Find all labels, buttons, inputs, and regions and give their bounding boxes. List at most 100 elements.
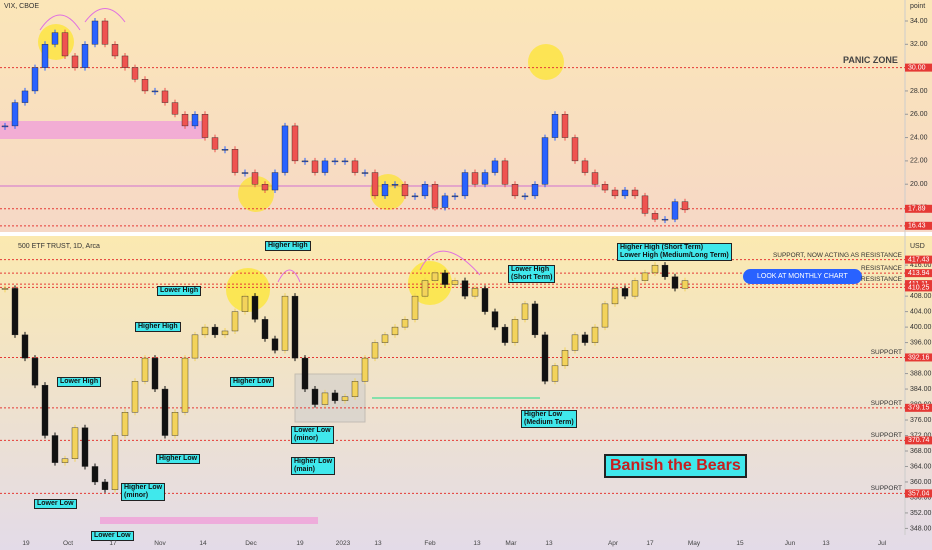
candle: [241, 295, 249, 312]
zone: [0, 121, 205, 139]
candle: [171, 102, 179, 115]
x-tick-label: 13: [822, 540, 830, 547]
level-label: 413.94: [908, 270, 930, 277]
level-box: [905, 255, 932, 264]
candle: [391, 326, 399, 336]
candle: [651, 213, 659, 220]
candle: [391, 184, 399, 186]
candle: [581, 160, 589, 173]
annotation: Higher Low: [156, 454, 201, 464]
candle: [561, 350, 569, 367]
level-label: 17.89: [908, 206, 926, 213]
x-tick-label: 19: [296, 540, 304, 547]
level-name: RESISTANCE: [860, 265, 902, 273]
annotation: Lower Low: [34, 499, 77, 509]
level-label: 410.25: [908, 284, 930, 291]
candle: [131, 381, 139, 413]
level-name: SUPPORT: [870, 349, 902, 357]
candle: [511, 319, 519, 343]
level-box: [905, 353, 932, 362]
candle: [671, 276, 679, 289]
candle: [531, 184, 539, 197]
y-tick-label: 384.00: [910, 386, 932, 393]
candle: [251, 172, 259, 185]
candle: [191, 114, 199, 127]
annotation: Higher High: [265, 241, 311, 251]
y-tick-label: 364.00: [910, 463, 932, 470]
x-tick-label: 13: [374, 540, 382, 547]
candle: [491, 311, 499, 328]
x-tick-label: 14: [199, 540, 207, 547]
candle: [221, 330, 229, 336]
candle: [661, 218, 669, 221]
candle: [261, 319, 269, 339]
candle: [141, 79, 149, 92]
y-tick-label: 22.00: [910, 158, 928, 165]
candle: [551, 365, 559, 382]
title: VIX, CBOE: [4, 3, 39, 10]
x-tick-label: Jul: [877, 540, 887, 547]
candle: [501, 326, 509, 343]
candle: [201, 326, 209, 336]
candle: [541, 334, 549, 382]
candle: [21, 334, 29, 359]
candle: [421, 280, 429, 297]
candle: [161, 388, 169, 436]
candle: [631, 189, 639, 197]
candle: [241, 172, 249, 174]
candle: [471, 172, 479, 185]
x-tick-label: Nov: [154, 540, 166, 547]
candle: [31, 357, 39, 386]
x-tick-label: 13: [473, 540, 481, 547]
candle: [401, 184, 409, 197]
annotation: Higher High (Short Term) Lower High (Medi…: [617, 243, 732, 261]
y-tick-label: 34.00: [910, 18, 928, 25]
candle: [101, 481, 109, 490]
candle: [311, 160, 319, 173]
candle: [51, 435, 59, 463]
candle: [441, 272, 449, 285]
candle: [211, 137, 219, 150]
x-tick-label: May: [687, 540, 701, 547]
candle: [671, 201, 679, 220]
x-tick-label: Mar: [505, 540, 517, 547]
y-tick-label: 372.00: [910, 432, 932, 439]
candle: [91, 20, 99, 45]
candle: [281, 125, 289, 173]
level-name: SUPPORT: [870, 485, 902, 493]
candle: [461, 280, 469, 297]
highlight: [226, 268, 270, 312]
candle: [571, 334, 579, 351]
candle: [251, 295, 259, 320]
candle: [381, 334, 389, 343]
candle: [421, 184, 429, 197]
candle: [231, 149, 239, 173]
annotation: Higher High: [135, 322, 181, 332]
candle: [41, 384, 49, 436]
annotation: Lower High: [57, 377, 102, 387]
candle: [111, 435, 119, 490]
candle: [61, 458, 69, 463]
candle: [501, 160, 509, 185]
y-tick-label: 32.00: [910, 41, 928, 48]
highlight: [408, 261, 452, 305]
candle: [491, 160, 499, 173]
candle: [261, 184, 269, 191]
candle: [401, 319, 409, 328]
candle: [321, 392, 329, 405]
candle: [11, 102, 19, 127]
candle: [521, 303, 529, 320]
y-tick-label: 388.00: [910, 370, 932, 377]
button[interactable]: LOOK AT MONTHLY CHART: [743, 269, 862, 284]
candle: [581, 334, 589, 343]
y-tick-label: 404.00: [910, 308, 932, 315]
banner: Banish the Bears: [604, 454, 747, 478]
level-label: 417.43: [908, 256, 930, 263]
candle: [661, 264, 669, 277]
candle: [81, 427, 89, 467]
y-tick-label: 352.00: [910, 510, 932, 517]
pane-divider: [0, 232, 932, 236]
candle: [471, 288, 479, 297]
candle: [171, 412, 179, 436]
candle: [571, 137, 579, 162]
